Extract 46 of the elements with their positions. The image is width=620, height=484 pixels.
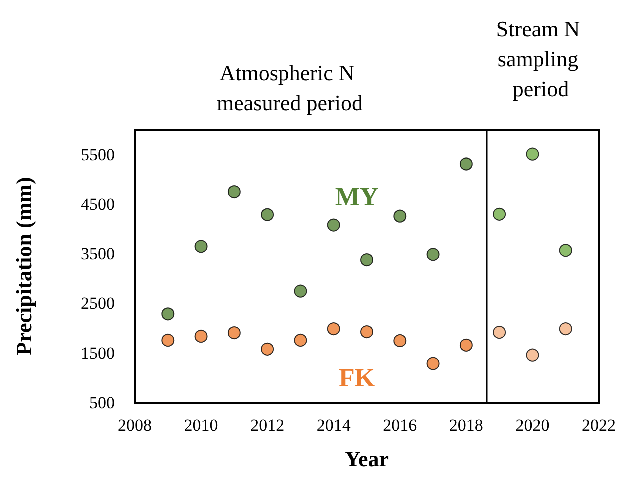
point [460, 338, 473, 352]
point [327, 322, 340, 336]
point [460, 158, 473, 171]
series-label: MY [335, 182, 379, 212]
y-tick-label: 5500 [81, 145, 115, 164]
point [426, 357, 440, 370]
point [261, 342, 274, 356]
point [526, 148, 540, 161]
point [294, 284, 308, 298]
point [327, 218, 340, 232]
point [194, 330, 208, 343]
y-tick-label: 500 [90, 394, 115, 412]
x-tick-label: 2012 [250, 416, 285, 435]
x-tick-label: 2020 [516, 416, 550, 435]
point [394, 334, 407, 348]
point [526, 348, 540, 362]
point [294, 334, 308, 347]
point [559, 322, 572, 336]
point [162, 308, 175, 321]
y-tick-label: 4500 [81, 194, 115, 214]
x-tick-label: 2014 [316, 416, 352, 435]
point [228, 326, 241, 340]
point [493, 208, 506, 221]
point [228, 186, 241, 199]
y-tick-label: 3500 [81, 244, 115, 264]
point [261, 208, 274, 222]
point [394, 210, 407, 223]
point [162, 334, 175, 347]
point [194, 240, 208, 254]
x-tick-label: 2022 [582, 416, 616, 435]
x-tick-label: 2016 [383, 416, 418, 435]
x-tick-label: 2010 [184, 416, 218, 435]
point [360, 254, 374, 267]
point [559, 244, 572, 258]
series-label: FK [339, 364, 376, 393]
text: Stream N sampling period [496, 16, 586, 102]
point [426, 248, 440, 262]
point [493, 326, 506, 340]
y-axis-title: Precipitation (mm) [12, 177, 36, 356]
text: Atmospheric N measured period [217, 60, 363, 116]
y-tick-label: 2500 [81, 294, 115, 314]
x-tick-label: 2008 [118, 416, 152, 435]
x-tick-label: 2018 [449, 416, 484, 435]
y-tick-label: 1500 [81, 344, 115, 363]
point [360, 326, 374, 339]
x-axis-title: Year [345, 446, 390, 472]
